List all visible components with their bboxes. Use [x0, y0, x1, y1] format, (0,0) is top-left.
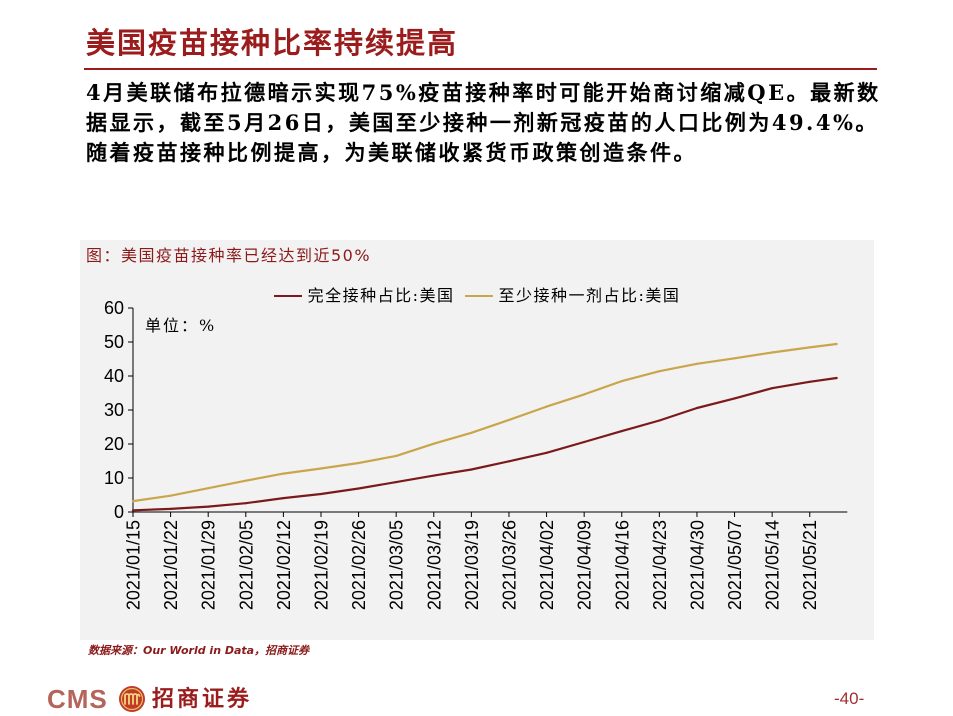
series-line-full-vaccinated — [131, 376, 838, 512]
cms-emblem-icon — [119, 686, 145, 712]
data-point-one-dose — [733, 357, 736, 360]
data-point-full-vaccinated — [695, 406, 699, 410]
x-tick-label: 2021/02/26 — [349, 520, 369, 610]
data-source-note: 数据来源：Our World in Data，招商证券 — [88, 644, 310, 657]
x-tick-label: 2021/01/29 — [199, 520, 219, 610]
data-point-full-vaccinated — [131, 509, 135, 512]
body-line: 据显示，截至5月26日，美国至少接种一剂新冠疫苗的人口比例为49.4%。 — [86, 110, 879, 135]
footer-logo-text: CMS — [47, 684, 108, 714]
legend-label: 至少接种一剂占比:美国 — [498, 286, 681, 305]
data-point-full-vaccinated — [620, 430, 623, 433]
body-line: 4月美联储布拉德暗示实现75%疫苗接种率时可能开始商讨缩减QE。最新数 — [86, 80, 881, 105]
data-point-one-dose — [808, 346, 811, 349]
x-tick-label: 2021/04/09 — [575, 520, 595, 610]
x-tick-label: 2021/01/15 — [124, 520, 144, 610]
chart-panel: 图：美国疫苗接种率已经达到近50% 完全接种占比:美国 至少接种一剂占比:美国 … — [80, 240, 874, 640]
data-point-full-vaccinated — [733, 397, 736, 400]
y-tick-label: 30 — [104, 400, 124, 420]
data-point-full-vaccinated — [545, 451, 548, 454]
title-divider — [84, 68, 877, 70]
y-tick-label: 20 — [104, 434, 124, 454]
page-number: -40- — [834, 689, 865, 708]
chart-title: 图：美国疫苗接种率已经达到近50% — [86, 246, 372, 265]
legend-item-one-dose: 至少接种一剂占比:美国 — [464, 286, 681, 306]
legend-swatch-one-dose — [464, 295, 493, 297]
x-tick-label: 2021/02/12 — [274, 520, 294, 610]
data-point-full-vaccinated — [658, 419, 661, 422]
x-tick-label: 2021/05/07 — [725, 520, 745, 610]
x-tick-label: 2021/01/22 — [161, 520, 181, 610]
data-point-one-dose — [658, 370, 661, 373]
x-tick-label: 2021/04/23 — [650, 520, 670, 610]
data-point-one-dose — [620, 380, 623, 383]
chart-legend: 完全接种占比:美国 至少接种一剂占比:美国 — [80, 286, 874, 306]
data-point-one-dose — [695, 362, 699, 365]
series-line-one-dose — [131, 342, 838, 503]
legend-label: 完全接种占比:美国 — [307, 286, 455, 305]
x-tick-label: 2021/04/16 — [612, 520, 632, 610]
data-point-one-dose — [319, 467, 323, 470]
x-tick-label: 2021/03/26 — [499, 520, 519, 610]
data-point-full-vaccinated — [470, 468, 473, 471]
x-tick-label: 2021/03/19 — [462, 520, 482, 610]
data-point-one-dose — [282, 472, 285, 475]
y-tick-label: 50 — [104, 332, 124, 352]
y-tick-label: 40 — [104, 366, 124, 386]
data-point-full-vaccinated — [207, 505, 210, 508]
data-point-full-vaccinated — [432, 474, 435, 477]
data-point-one-dose — [507, 418, 511, 421]
data-point-one-dose — [432, 442, 435, 445]
data-point-one-dose — [470, 431, 473, 434]
data-point-one-dose — [835, 342, 838, 346]
data-point-one-dose — [169, 494, 172, 497]
data-point-one-dose — [545, 405, 548, 408]
y-tick-label: 10 — [104, 468, 124, 488]
data-point-full-vaccinated — [771, 387, 774, 390]
x-tick-label: 2021/02/05 — [236, 520, 256, 610]
x-tick-label: 2021/03/05 — [387, 520, 407, 610]
body-line: 随着疫苗接种比例提高，为美联储收紧货币政策创造条件。 — [86, 140, 697, 165]
data-point-one-dose — [244, 479, 247, 482]
body-paragraph: 4月美联储布拉德暗示实现75%疫苗接种率时可能开始商讨缩减QE。最新数 据显示，… — [86, 78, 881, 168]
unit-label: 单位：% — [145, 316, 217, 335]
x-tick-label: 2021/05/14 — [763, 520, 783, 610]
x-tick-label: 2021/04/02 — [537, 520, 557, 610]
data-point-full-vaccinated — [282, 497, 285, 500]
y-tick-label: 60 — [104, 298, 124, 318]
data-point-full-vaccinated — [169, 507, 172, 510]
data-point-one-dose — [131, 500, 135, 503]
y-tick-label: 0 — [114, 502, 124, 522]
data-point-full-vaccinated — [507, 460, 511, 463]
data-point-one-dose — [357, 461, 360, 465]
data-point-one-dose — [207, 487, 210, 490]
slide-title: 美国疫苗接种比率持续提高 — [86, 26, 459, 60]
legend-swatch-full-vaccinated — [273, 295, 302, 297]
x-tick-label: 2021/03/12 — [424, 520, 444, 610]
data-point-full-vaccinated — [835, 376, 838, 380]
data-point-full-vaccinated — [244, 502, 247, 505]
data-point-full-vaccinated — [395, 481, 398, 484]
legend-item-full-vaccinated: 完全接种占比:美国 — [273, 286, 455, 306]
data-point-one-dose — [395, 454, 398, 457]
data-point-full-vaccinated — [808, 380, 811, 383]
data-point-full-vaccinated — [319, 492, 323, 496]
data-point-full-vaccinated — [357, 487, 360, 490]
x-tick-label: 2021/05/21 — [800, 520, 820, 610]
x-tick-label: 2021/02/19 — [311, 520, 331, 610]
data-point-one-dose — [583, 393, 586, 396]
line-chart: 0 10 20 30 40 50 60 2021/01/15 2021/01/22 2021/01… — [104, 298, 848, 610]
data-point-one-dose — [771, 351, 774, 354]
x-tick-label: 2021/04/30 — [687, 520, 707, 610]
footer-company-name: 招商证券 — [152, 686, 253, 712]
data-point-full-vaccinated — [583, 440, 586, 444]
